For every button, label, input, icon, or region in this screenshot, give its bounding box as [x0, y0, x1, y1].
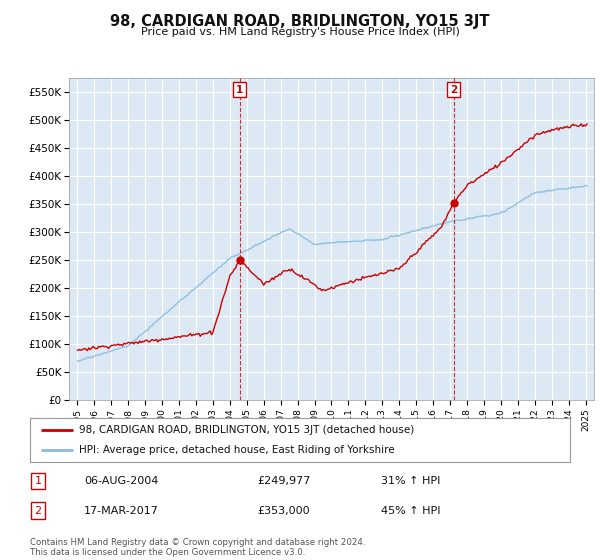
Text: 06-AUG-2004: 06-AUG-2004: [84, 476, 158, 486]
Text: HPI: Average price, detached house, East Riding of Yorkshire: HPI: Average price, detached house, East…: [79, 445, 394, 455]
Text: 17-MAR-2017: 17-MAR-2017: [84, 506, 159, 516]
Text: Price paid vs. HM Land Registry's House Price Index (HPI): Price paid vs. HM Land Registry's House …: [140, 27, 460, 37]
Text: £353,000: £353,000: [257, 506, 310, 516]
Text: Contains HM Land Registry data © Crown copyright and database right 2024.
This d: Contains HM Land Registry data © Crown c…: [30, 538, 365, 557]
Text: 2: 2: [35, 506, 41, 516]
Text: 1: 1: [236, 85, 244, 95]
Text: 98, CARDIGAN ROAD, BRIDLINGTON, YO15 3JT (detached house): 98, CARDIGAN ROAD, BRIDLINGTON, YO15 3JT…: [79, 425, 414, 435]
Text: 45% ↑ HPI: 45% ↑ HPI: [381, 506, 440, 516]
Text: 2: 2: [450, 85, 457, 95]
Text: £249,977: £249,977: [257, 476, 310, 486]
Text: 98, CARDIGAN ROAD, BRIDLINGTON, YO15 3JT: 98, CARDIGAN ROAD, BRIDLINGTON, YO15 3JT: [110, 14, 490, 29]
Text: 31% ↑ HPI: 31% ↑ HPI: [381, 476, 440, 486]
Text: 1: 1: [35, 476, 41, 486]
